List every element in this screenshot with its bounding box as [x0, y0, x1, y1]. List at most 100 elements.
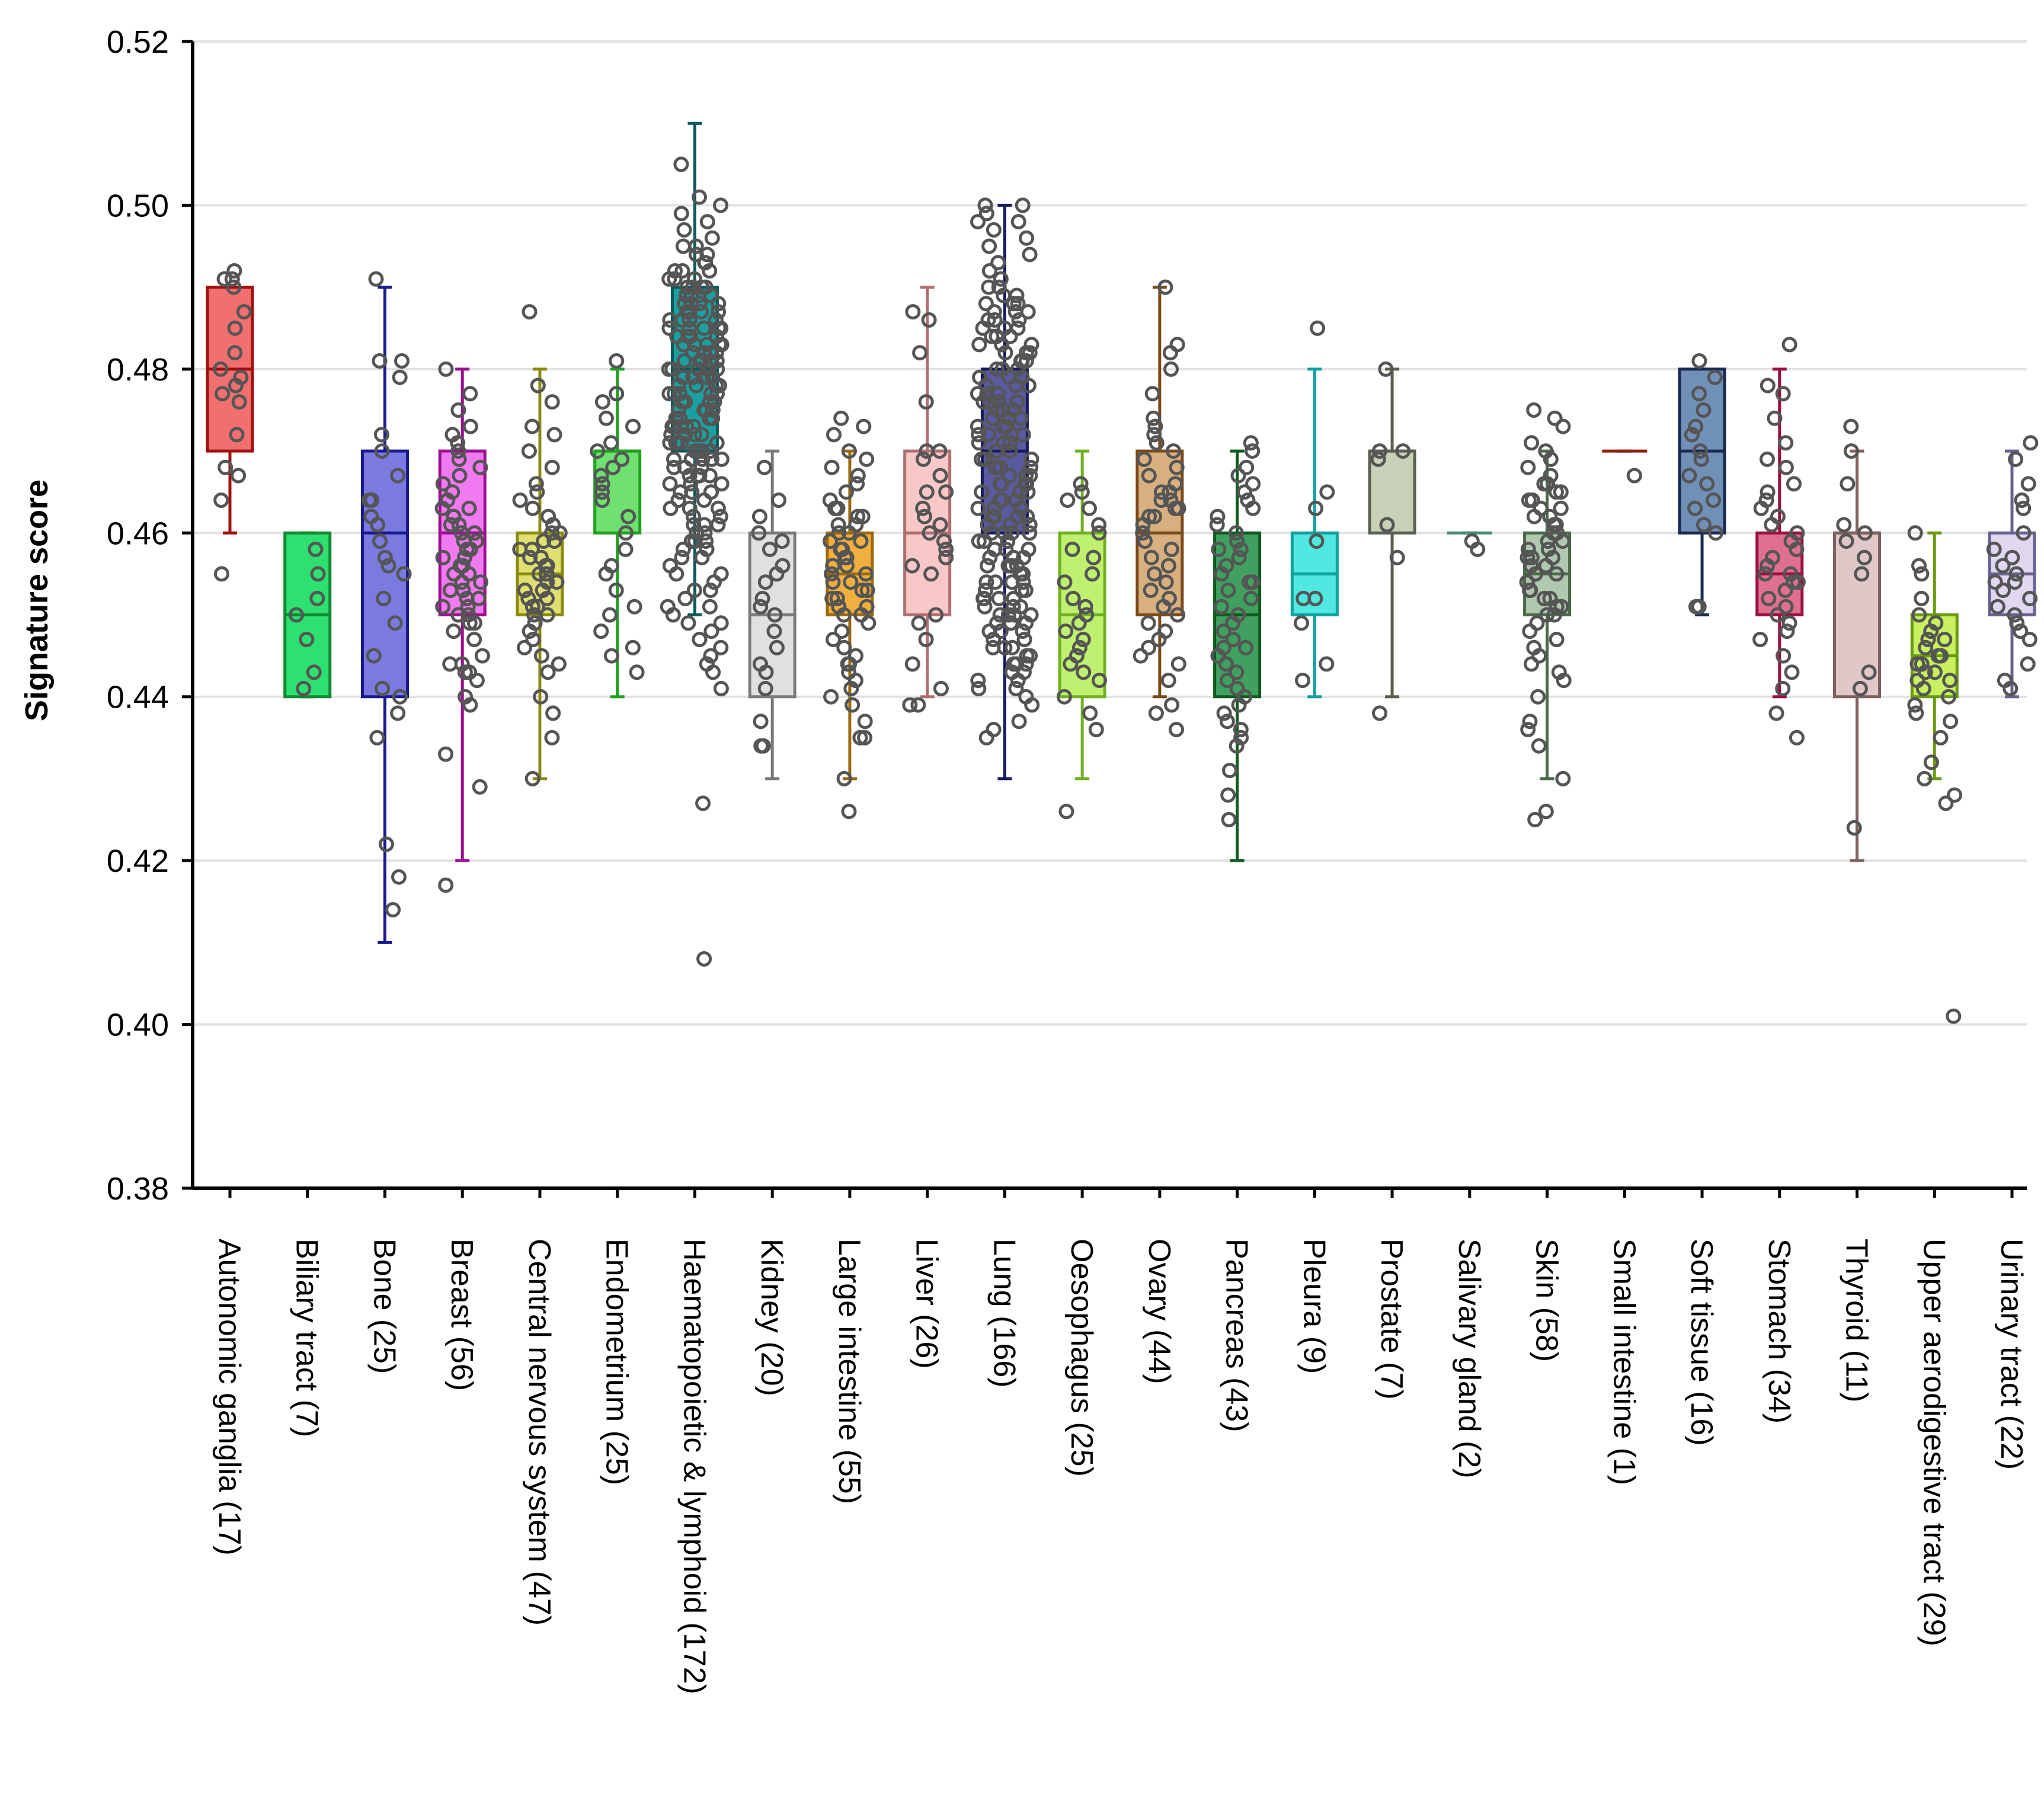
data-point [453, 525, 469, 541]
x-tick-label: Large intestine (55) [832, 1239, 866, 1504]
data-point [1527, 566, 1543, 582]
x-tick-label: Liver (26) [910, 1239, 944, 1369]
data-point [372, 353, 388, 369]
data-point [446, 566, 462, 582]
data-point [1071, 615, 1087, 631]
data-point [713, 680, 729, 696]
data-point [1010, 214, 1026, 230]
data-point [539, 590, 555, 606]
data-point [1927, 664, 1943, 680]
data-point [391, 869, 407, 885]
data-point [1158, 574, 1174, 590]
box-group [1368, 367, 1416, 699]
data-point [1843, 418, 1859, 434]
data-point [227, 320, 243, 336]
data-point [932, 468, 948, 484]
data-point [526, 607, 542, 623]
data-point [1524, 656, 1540, 672]
data-point [466, 615, 482, 631]
x-tick-label: Pleura (9) [1297, 1239, 1331, 1374]
data-point [1225, 632, 1241, 647]
data-point [2022, 590, 2038, 606]
data-point [1225, 615, 1241, 631]
data-point [989, 459, 1005, 475]
data-point [1082, 500, 1097, 516]
data-point [1146, 410, 1162, 426]
data-point [1309, 533, 1325, 549]
data-point [998, 541, 1014, 557]
data-point [390, 705, 406, 721]
data-point [682, 500, 698, 516]
data-point [703, 386, 719, 402]
data-point [694, 279, 710, 295]
box-group [903, 286, 952, 699]
data-point [668, 566, 684, 582]
data-point [1838, 533, 1854, 549]
data-point [2021, 632, 2037, 647]
data-point [698, 533, 714, 549]
data-point [767, 607, 783, 623]
data-point [1018, 656, 1034, 672]
data-point [1169, 459, 1185, 475]
data-point [2016, 500, 2032, 516]
data-point [1917, 664, 1933, 680]
data-point [979, 386, 995, 402]
y-tick-label: 0.42 [107, 843, 169, 879]
data-point [1141, 639, 1157, 655]
data-point [986, 632, 1002, 647]
data-point [1245, 500, 1261, 516]
data-point [1011, 714, 1027, 730]
data-point [1058, 623, 1074, 639]
data-point [1229, 664, 1245, 680]
data-point [976, 533, 992, 549]
data-point [1065, 590, 1081, 606]
data-point [1009, 558, 1025, 574]
data-point [1778, 435, 1794, 451]
x-tick-label: Thyroid (11) [1840, 1239, 1874, 1402]
data-point [854, 583, 870, 598]
data-point [703, 451, 719, 467]
data-point [712, 508, 728, 524]
data-point [1553, 500, 1569, 516]
data-point [528, 476, 544, 492]
data-point [1760, 451, 1775, 467]
data-point [2007, 607, 2023, 623]
data-point [665, 607, 681, 623]
data-point [680, 615, 696, 631]
data-point [472, 779, 488, 795]
data-point [938, 549, 954, 565]
data-point [374, 427, 389, 443]
data-point [472, 459, 488, 475]
data-point [544, 525, 559, 541]
data-point [593, 623, 609, 639]
data-point [1170, 607, 1186, 623]
data-point [306, 664, 322, 680]
data-point [1389, 549, 1405, 565]
data-point [996, 287, 1012, 303]
data-point [524, 500, 540, 516]
data-point [704, 230, 720, 246]
data-point [1023, 337, 1039, 353]
data-point [1854, 566, 1870, 582]
data-point [1536, 476, 1552, 492]
data-point [830, 517, 846, 533]
data-point [695, 795, 711, 811]
data-point [754, 590, 770, 606]
data-point [1060, 492, 1076, 508]
data-point [368, 271, 384, 287]
data-point [1003, 615, 1019, 631]
data-point [713, 320, 729, 336]
data-point [1708, 525, 1723, 541]
data-point [971, 427, 987, 443]
data-point [1908, 705, 1924, 721]
data-point [859, 583, 875, 598]
data-point [762, 541, 778, 557]
data-point [703, 287, 719, 303]
data-point [299, 632, 315, 647]
data-point [1917, 770, 1933, 786]
data-point [919, 484, 935, 500]
data-point [629, 664, 645, 680]
data-point [970, 214, 986, 230]
data-point [970, 500, 986, 516]
data-point [989, 615, 1005, 631]
